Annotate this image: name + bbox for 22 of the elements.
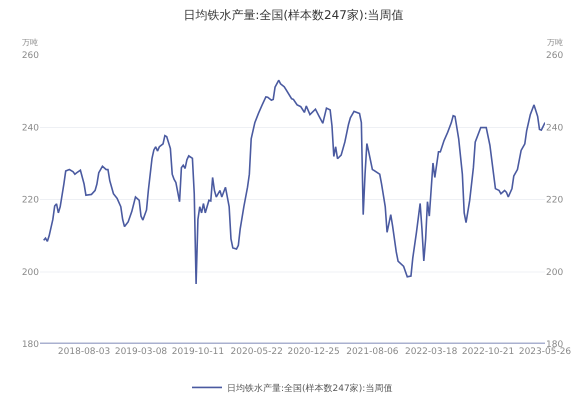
y2-tick-label: 240	[546, 123, 564, 134]
y2-tick-label: 260	[546, 51, 564, 62]
x-tick-label: 2018-08-03	[58, 347, 110, 357]
y2-tick-label: 220	[546, 196, 564, 206]
y-tick-label: 200	[22, 268, 40, 278]
y-tick-label: 260	[22, 51, 40, 62]
legend-label: 日均铁水产量:全国(样本数247家):当周值	[227, 382, 392, 394]
line-series	[42, 79, 545, 285]
x-tick-label: 2019-10-11	[172, 347, 224, 357]
x-tick-label: 2022-10-21	[462, 347, 514, 357]
y2-tick-label: 200	[546, 268, 564, 278]
y-tick-label: 180	[22, 340, 40, 350]
x-tick-label: 2020-05-22	[230, 347, 283, 357]
y2-axis-title: 万吨	[547, 38, 563, 47]
x-tick-label: 2020-12-25	[287, 347, 340, 357]
y-tick-label: 220	[22, 196, 40, 206]
x-tick-label: 2021-08-06	[346, 347, 399, 357]
chart-title: 日均铁水产量:全国(样本数247家):当周值	[183, 8, 404, 22]
x-tick-label: 2019-03-08	[114, 347, 168, 357]
y-tick-label: 240	[22, 123, 40, 134]
x-tick-label: 2022-03-18	[404, 347, 458, 357]
y-axis-title: 万吨	[22, 38, 38, 47]
